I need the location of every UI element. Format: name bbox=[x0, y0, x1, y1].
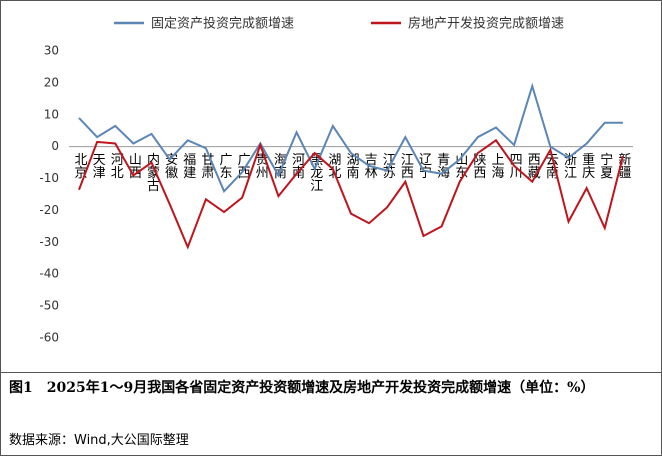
x-tick-label: 云南 bbox=[543, 153, 559, 179]
x-tick-label: 天津 bbox=[90, 153, 106, 179]
x-tick-label: 安徽 bbox=[162, 153, 178, 179]
y-tick-label: -10 bbox=[39, 171, 59, 185]
x-tick-label: 江苏 bbox=[380, 153, 396, 179]
x-tick-label: 辽宁 bbox=[416, 153, 432, 179]
x-tick-label: 甘肃 bbox=[198, 153, 214, 179]
x-tick-label: 贵州 bbox=[253, 153, 269, 179]
legend-label: 房地产开发投资完成额增速 bbox=[408, 16, 564, 32]
x-tick-label: 江西 bbox=[398, 153, 414, 179]
y-tick-label: -60 bbox=[39, 331, 59, 345]
y-tick-label: -40 bbox=[39, 267, 59, 281]
x-tick-label: 湖南 bbox=[343, 153, 359, 179]
x-tick-label: 海南 bbox=[271, 153, 287, 179]
y-tick-label: 20 bbox=[44, 75, 59, 89]
source: 数据来源：Wind,大公国际整理 bbox=[9, 433, 189, 448]
x-tick-label: 广东 bbox=[217, 153, 233, 179]
series-line bbox=[78, 138, 624, 250]
x-tick-label: 浙江 bbox=[561, 153, 577, 179]
x-tick-label: 河北 bbox=[108, 153, 124, 180]
x-tick-label: 内蒙古 bbox=[144, 152, 160, 192]
x-tick-label: 西藏 bbox=[525, 153, 541, 179]
x-tick-label: 宁夏 bbox=[597, 152, 613, 179]
x-tick-label: 广西 bbox=[235, 153, 251, 179]
x-tick-label: 上海 bbox=[488, 153, 504, 179]
y-tick-label: -50 bbox=[39, 299, 59, 313]
x-tick-label: 陕西 bbox=[470, 153, 486, 179]
x-tick-label: 北京 bbox=[72, 153, 88, 179]
x-tick-label: 重庆 bbox=[579, 152, 595, 179]
x-tick-label: 福建 bbox=[180, 153, 196, 180]
x-tick-label: 青海 bbox=[434, 153, 450, 179]
separator bbox=[1, 372, 661, 373]
legend-label: 固定资产投资完成额增速 bbox=[151, 16, 294, 32]
y-tick-label: 30 bbox=[44, 44, 59, 58]
x-tick-label: 河南 bbox=[289, 153, 305, 179]
y-tick-label: -30 bbox=[39, 235, 59, 249]
x-tick-label: 湖北 bbox=[325, 153, 341, 180]
y-tick-label: 10 bbox=[44, 107, 59, 121]
y-tick-label: -20 bbox=[39, 203, 59, 217]
series-line bbox=[78, 82, 623, 194]
x-tick-label: 山东 bbox=[452, 153, 468, 179]
y-tick-label: 0 bbox=[51, 139, 59, 153]
caption: 图1 2025年1～9月我国各省固定资产投资额增速及房地产开发投资完成额增速（单… bbox=[9, 380, 595, 396]
